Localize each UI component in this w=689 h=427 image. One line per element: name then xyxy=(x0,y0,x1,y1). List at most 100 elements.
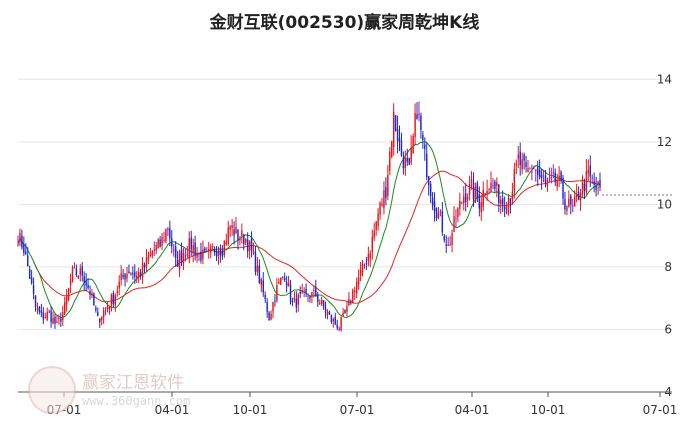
candle-body xyxy=(334,316,337,325)
candle-body xyxy=(492,185,494,187)
candle-body xyxy=(262,280,264,293)
candle-body xyxy=(531,171,533,173)
candle-body xyxy=(562,177,564,199)
candle-body xyxy=(383,190,385,209)
candle-body xyxy=(546,180,549,187)
candle-body xyxy=(385,187,387,199)
candle-body xyxy=(439,211,442,213)
candle-body xyxy=(437,212,440,219)
candle-body xyxy=(301,290,303,293)
candle-body xyxy=(408,157,410,165)
candle-body xyxy=(498,184,500,204)
candle-body xyxy=(515,163,518,166)
candle-body xyxy=(248,241,251,251)
chart-title: 金财互联(002530)赢家周乾坤K线 xyxy=(209,13,480,33)
candle-body xyxy=(474,186,477,202)
candle-body xyxy=(293,297,296,300)
candle-body xyxy=(433,201,436,212)
candle-body xyxy=(217,252,220,257)
x-tick-label: 07-01 xyxy=(340,403,375,417)
candle-body xyxy=(120,273,122,280)
candle-body xyxy=(58,318,60,320)
candle-body xyxy=(136,275,138,280)
candle-body xyxy=(426,154,428,178)
candle-body xyxy=(560,171,562,181)
candle-body xyxy=(147,256,150,259)
candle-body xyxy=(581,179,584,195)
candle-body xyxy=(529,168,531,170)
candle-body xyxy=(540,174,543,179)
candle-body xyxy=(424,144,426,149)
candle-body xyxy=(441,211,444,233)
candle-body xyxy=(264,295,266,299)
candle-body xyxy=(396,128,399,142)
candle-body xyxy=(285,281,288,287)
candle-body xyxy=(420,115,422,131)
candle-body xyxy=(167,228,169,230)
candle-body xyxy=(322,300,325,307)
watermark-seal-icon xyxy=(28,366,76,414)
candle-body xyxy=(400,140,403,156)
candle-body xyxy=(229,226,231,230)
candle-body xyxy=(206,251,208,253)
candle-body xyxy=(233,229,235,236)
candle-body xyxy=(235,226,237,234)
candle-body xyxy=(36,308,39,311)
candle-body xyxy=(568,198,570,207)
candle-body xyxy=(65,296,68,305)
candle-body xyxy=(194,242,196,256)
candle-body xyxy=(176,259,179,267)
candle-body xyxy=(87,284,89,289)
candle-body xyxy=(573,196,576,207)
candle-body xyxy=(445,244,447,247)
candle-body xyxy=(289,284,292,302)
candle-body xyxy=(544,175,547,182)
candle-body xyxy=(67,288,70,300)
candle-body xyxy=(554,172,556,183)
candle-body xyxy=(276,285,278,301)
candle-body xyxy=(27,255,29,267)
candle-body xyxy=(307,295,309,297)
candle-body xyxy=(188,238,191,259)
candle-body xyxy=(48,311,50,313)
candlesticks xyxy=(17,101,672,332)
candle-body xyxy=(348,299,350,306)
candle-body xyxy=(505,207,508,214)
candle-body xyxy=(443,235,446,241)
candle-body xyxy=(398,138,401,142)
candle-body xyxy=(447,244,449,246)
candle-body xyxy=(204,248,206,251)
candle-body xyxy=(589,165,591,177)
candle-body xyxy=(414,113,416,137)
candle-body xyxy=(225,241,228,245)
candle-body xyxy=(392,111,395,147)
candle-body xyxy=(587,170,590,174)
x-tick-label: 10-01 xyxy=(531,403,566,417)
candle-body xyxy=(270,313,272,320)
candle-body xyxy=(367,254,370,262)
candle-body xyxy=(215,250,218,257)
candle-body xyxy=(482,189,484,207)
candle-body xyxy=(542,179,545,181)
candle-body xyxy=(281,277,284,279)
candle-body xyxy=(256,265,259,273)
candle-body xyxy=(287,283,290,286)
candle-body xyxy=(406,157,409,162)
candle-body xyxy=(431,197,434,206)
candle-body xyxy=(556,179,558,187)
candle-body xyxy=(326,312,329,316)
candle-body xyxy=(54,316,56,324)
candle-body xyxy=(278,282,280,284)
candle-body xyxy=(99,318,101,323)
candle-body xyxy=(126,273,128,279)
candle-body xyxy=(566,206,568,211)
candle-body xyxy=(317,294,319,302)
candle-body xyxy=(130,273,132,276)
candle-body xyxy=(503,206,506,210)
candle-body xyxy=(237,229,239,241)
candle-body xyxy=(517,154,519,159)
candle-body xyxy=(118,281,120,289)
candle-body xyxy=(377,213,379,226)
candle-body xyxy=(153,249,155,251)
y-tick-label: 10 xyxy=(657,197,672,211)
